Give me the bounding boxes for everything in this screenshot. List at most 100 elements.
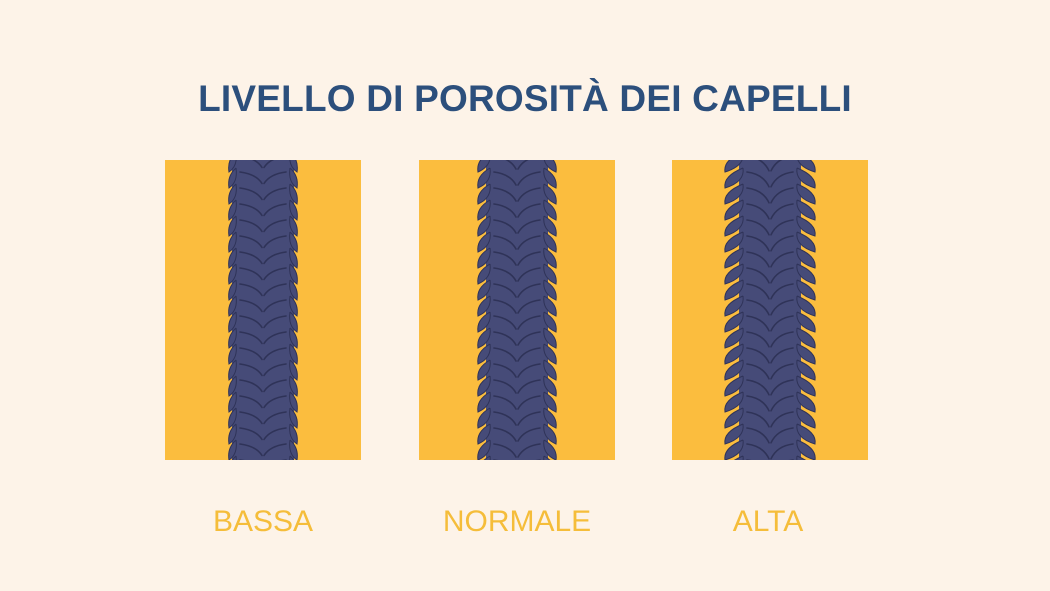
cuticle-mark [263,347,287,361]
cuticle-scale-left [228,160,237,173]
cuticle-scale-right [796,167,816,189]
cuticle-mark [493,347,517,362]
cuticle-scale-left [724,183,744,205]
cuticle-scale-right [543,311,557,333]
cuticle-scale-left [228,407,237,429]
cuticle-scale-left [724,215,744,237]
cuticle-mark [746,267,770,284]
cuticle-mark [493,363,517,378]
cuticle-scale-right [289,231,298,253]
cuticle-scale-left [228,327,237,349]
cuticle-scale-right [289,455,295,460]
cuticle-mark [493,443,517,458]
cuticle-mark [263,267,287,281]
cuticle-scale-left [724,279,744,301]
cuticle-mark [517,379,541,394]
cuticle-scale-left [724,327,744,349]
cuticle-mark [493,395,517,410]
cuticle-scale-right [796,359,816,381]
cuticle-mark [770,395,794,412]
cuticle-scale-left [477,183,491,205]
cuticle-scale-right [543,295,557,317]
cuticle-scale-left [477,247,491,269]
cuticle-scale-left [477,359,491,381]
cuticle-scale-right [796,295,816,317]
hair-shaft [739,160,801,460]
cuticle-mark [746,187,770,204]
cuticle-mark [770,363,794,380]
cuticle-scale-left [228,183,237,205]
cuticle-scale-right [796,311,816,333]
cuticle-scale-left [477,423,491,445]
cuticle-scale-right [796,199,816,221]
cuticle-scale-left [228,343,237,365]
cuticle-mark [517,187,541,202]
cuticle-mark [493,283,517,298]
cuticle-scale-right [289,183,298,205]
cuticle-mark [263,411,287,425]
cuticle-mark [493,235,517,250]
cuticle-scale-right [289,375,298,397]
cuticle-mark [746,411,770,428]
cuticle-scale-right [289,359,298,381]
cuticle-scale-right [543,263,557,285]
cuticle-mark [746,235,770,252]
hair-shaft [486,160,548,460]
cuticle-mark [239,411,263,425]
cuticle-mark [263,235,287,249]
cuticle-scale-left [228,215,237,237]
cuticle-mark [239,395,263,409]
cuticle-mark [263,331,287,345]
cuticle-scale-right [797,160,816,173]
cuticle-mark [770,331,794,348]
cuticle-mark [239,283,263,297]
cuticle-mark [517,443,541,458]
cuticle-mark [517,171,541,186]
cuticle-scale-right [796,343,816,365]
cuticle-mark [263,363,287,377]
cuticle-scale-left [477,263,491,285]
cuticle-mark [263,203,287,217]
cuticle-mark [746,203,770,220]
cuticle-scale-right [543,327,557,349]
cuticle-mark [493,267,517,282]
hair-strand-high-porosity [724,160,816,460]
hair-panel-bassa [165,160,361,460]
cuticle-scale-right [796,391,816,413]
cuticle-scale-left [724,160,743,173]
cuticle-mark [239,187,263,201]
cuticle-mark [505,160,517,170]
cuticle-mark [517,331,541,346]
hair-shaft [232,160,294,460]
cuticle-mark [517,251,541,266]
cuticle-scale-right [543,215,557,237]
cuticle-scale-left [477,375,491,397]
cuticle-mark [746,299,770,316]
cuticle-mark [517,235,541,250]
cuticle-scale-left [724,167,744,189]
cuticle-mark [746,219,770,236]
cuticle-scale-right [289,199,298,221]
cuticle-mark [746,347,770,364]
cuticle-scale-right [543,247,557,269]
cuticle-scale-left [477,160,491,173]
cuticle-mark [239,219,263,233]
label-normale: NORMALE [442,505,592,538]
cuticle-scale-left [228,439,237,460]
cuticle-mark [770,443,794,460]
cuticle-scale-left [228,247,237,269]
cuticle-mark [517,160,529,170]
cuticle-scale-right [796,439,816,460]
cuticle-mark [493,219,517,234]
cuticle-mark [770,299,794,316]
cuticle-scale-left [477,199,491,221]
cuticle-scale-right [289,327,298,349]
cuticle-scale-right [543,167,557,189]
cuticle-scale-left [477,311,491,333]
cuticle-scale-right [289,295,298,317]
cuticle-mark [770,235,794,252]
cuticle-scale-right [543,391,557,413]
cuticle-mark [746,283,770,300]
cuticle-mark [263,160,275,169]
cuticle-mark [239,427,263,441]
